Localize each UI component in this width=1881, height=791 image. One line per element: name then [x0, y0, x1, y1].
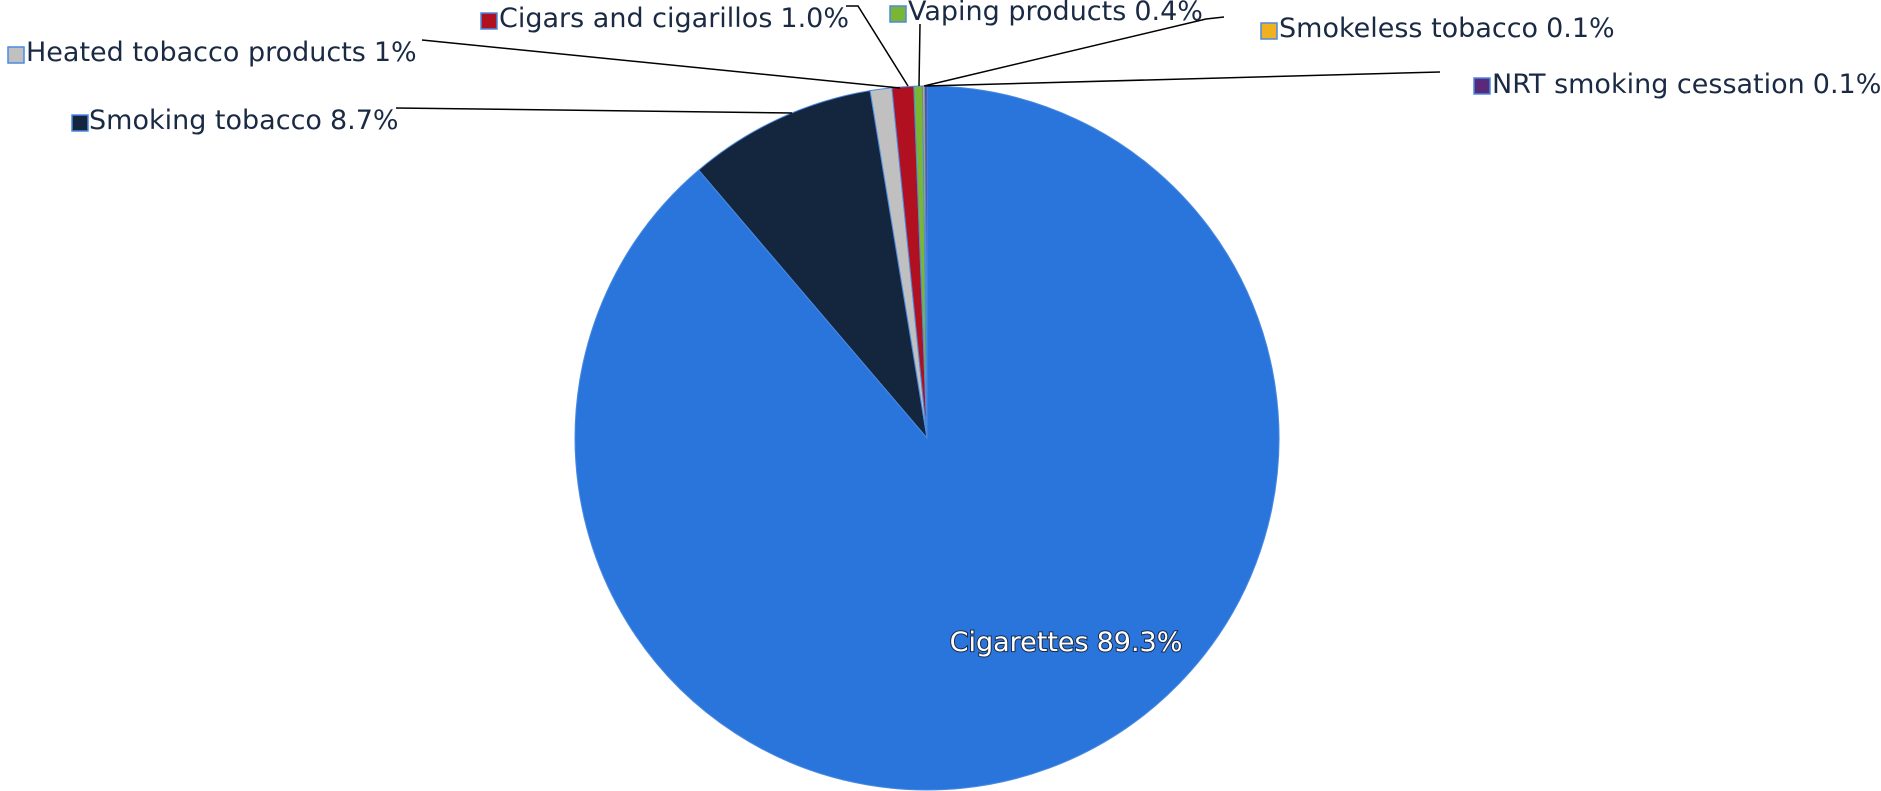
slice-label: Smokeless tobacco 0.1% [1279, 13, 1615, 44]
slice-label: Heated tobacco products 1% [26, 37, 417, 68]
legend-swatch [480, 12, 498, 30]
leader-line [395, 107, 793, 114]
legend-swatch [1473, 77, 1491, 95]
legend-swatch [1260, 22, 1278, 40]
category-name: Heated tobacco products [26, 37, 366, 68]
category-name: Smokeless tobacco [1279, 13, 1538, 44]
leader-line [923, 16, 1225, 87]
legend-swatch [7, 46, 25, 64]
leader-line [846, 5, 909, 87]
value-label: 1% [374, 37, 417, 68]
category-name: Cigars and cigarillos [499, 3, 772, 34]
leader-line [421, 39, 901, 89]
leader-line [918, 23, 921, 87]
category-name: Vaping products [908, 0, 1126, 27]
slice-label: NRT smoking cessation 0.1% [1492, 69, 1881, 100]
value-label: 89.3% [1097, 627, 1183, 658]
category-name: Smoking tobacco [89, 105, 322, 136]
slice-label: Smoking tobacco 8.7% [89, 105, 399, 136]
pie-slice [697, 90, 928, 440]
legend-swatch [889, 5, 907, 23]
category-name: Cigarettes [950, 627, 1089, 658]
category-name: NRT smoking cessation [1492, 69, 1805, 100]
legend-swatch [71, 114, 89, 132]
slice-label: Cigarettes 89.3% [950, 627, 1183, 658]
value-label: 8.7% [330, 105, 399, 136]
value-label: 1.0% [780, 3, 849, 34]
leader-line [925, 71, 1441, 87]
slice-label: Cigars and cigarillos 1.0% [499, 3, 849, 34]
slice-label: Vaping products 0.4% [908, 0, 1203, 27]
value-label: 0.1% [1813, 69, 1881, 100]
value-label: 0.1% [1546, 13, 1615, 44]
